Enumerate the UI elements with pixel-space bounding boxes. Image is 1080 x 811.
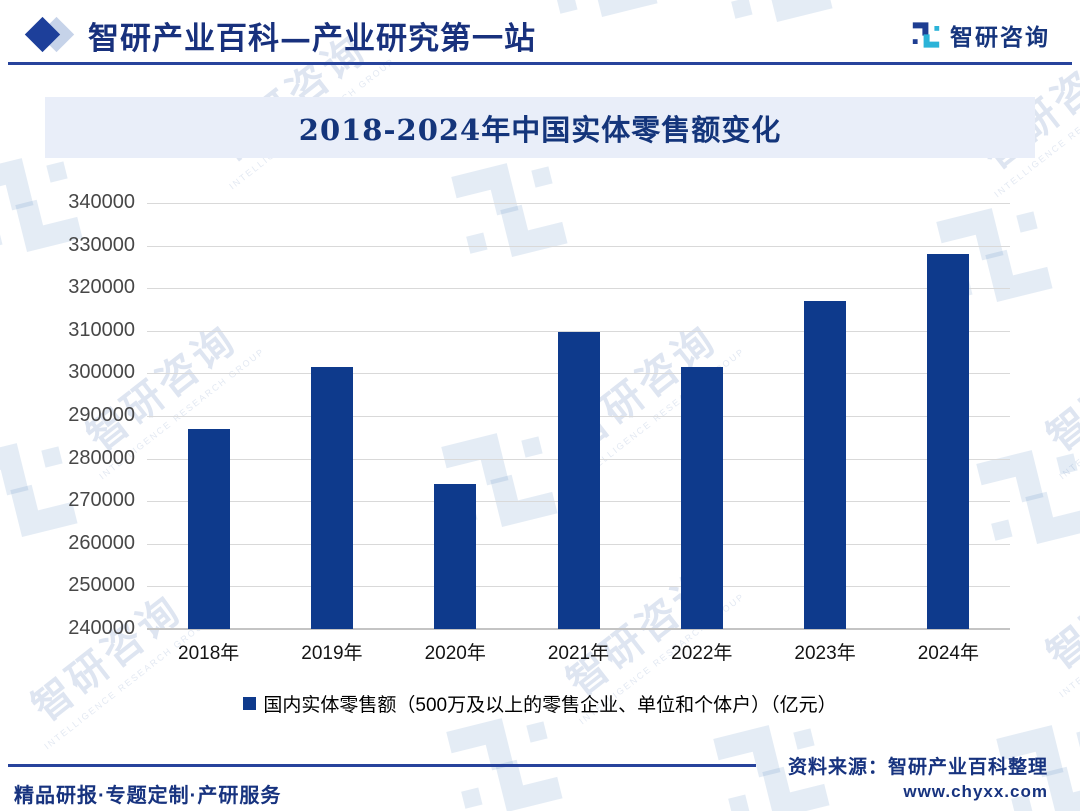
y-tick-label: 310000 (68, 318, 135, 341)
y-tick-label: 340000 (68, 191, 135, 213)
x-tick-label: 2019年 (301, 643, 363, 664)
chart-title: 2018-2024年中国实体零售额变化 (298, 112, 782, 147)
gridline (147, 288, 1010, 290)
page-title: 智研产业百科—产业研究第一站 (88, 20, 536, 57)
legend-label: 国内实体零售额（500万及以上的零售企业、单位和个体户）（亿元） (263, 695, 837, 716)
bar-2022年 (680, 367, 723, 629)
plot-area (147, 203, 1010, 630)
y-tick-label: 320000 (68, 276, 135, 299)
bar-2023年 (804, 300, 847, 629)
x-tick-label: 2018年 (178, 643, 240, 664)
website-text: www.chyxx.com (903, 782, 1048, 801)
diamond-icon (24, 16, 75, 53)
header-divider (8, 62, 1072, 65)
x-axis-line (147, 628, 1010, 630)
chart-legend: 国内实体零售额（500万及以上的零售企业、单位和个体户）（亿元） (0, 690, 1080, 717)
footer-divider (8, 764, 756, 767)
x-tick-label: 2024年 (917, 643, 979, 664)
services-text: 精品研报·专题定制·产研服务 (14, 785, 282, 807)
brand-logo: 智研咨询 (911, 18, 1050, 52)
chart-title-banner: 2018-2024年中国实体零售额变化 (45, 97, 1035, 158)
header-left: 智研产业百科—产业研究第一站 (24, 13, 536, 58)
gridline (147, 245, 1010, 247)
bar-2018年 (187, 428, 230, 629)
x-tick-label: 2022年 (671, 643, 733, 664)
y-tick-label: 250000 (68, 574, 135, 597)
gridline (147, 330, 1010, 332)
y-tick-label: 280000 (68, 446, 135, 469)
bar-2019年 (310, 367, 353, 629)
data-source-text: 资料来源：智研产业百科整理 (787, 757, 1048, 778)
bar-2024年 (927, 253, 970, 629)
x-tick-label: 2021年 (547, 643, 610, 664)
bar-2021年 (557, 331, 600, 629)
y-tick-label: 330000 (68, 233, 135, 256)
x-tick-label: 2020年 (424, 643, 486, 664)
x-tick-label: 2023年 (794, 643, 856, 664)
header: 智研产业百科—产业研究第一站 智研咨询 (24, 12, 1052, 58)
gridline (147, 203, 1010, 204)
brand-logo-text: 智研咨询 (950, 24, 1050, 50)
y-tick-label: 290000 (68, 404, 135, 426)
y-tick-label: 300000 (68, 361, 135, 384)
zhiyan-logo-icon (912, 22, 940, 48)
legend-marker (243, 697, 257, 710)
y-tick-label: 260000 (68, 531, 135, 554)
y-tick-label: 270000 (68, 489, 135, 512)
bar-2020年 (434, 484, 477, 629)
y-tick-label: 240000 (68, 617, 135, 639)
